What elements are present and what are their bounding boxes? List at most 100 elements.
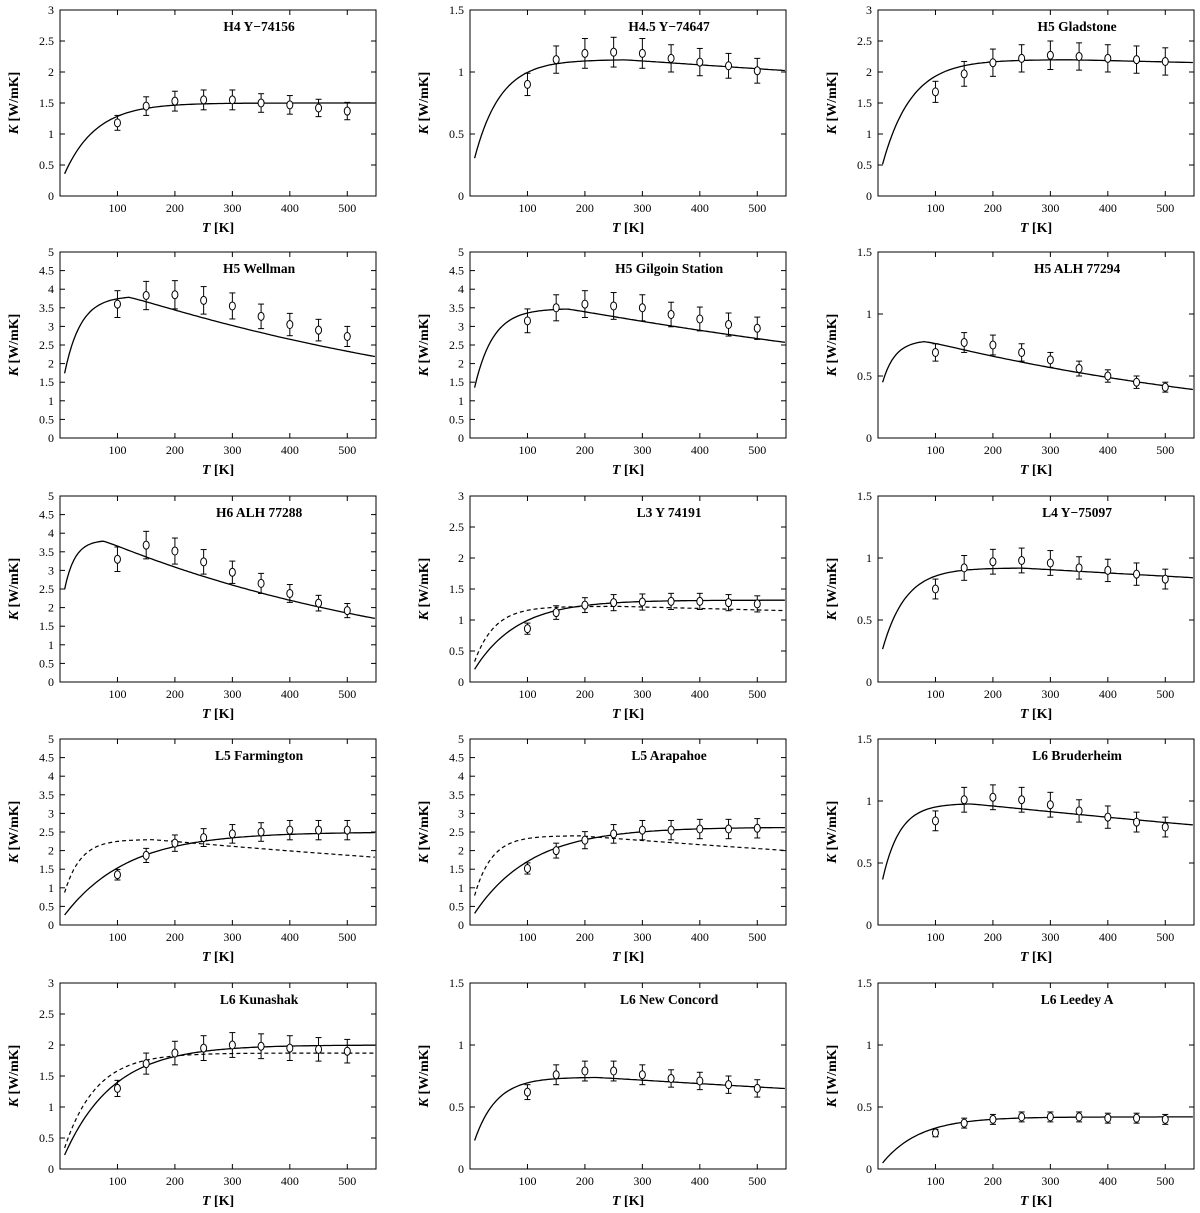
y-tick-label: 3 — [458, 489, 464, 503]
x-tick-label: 300 — [223, 201, 241, 215]
y-tick-label: 0.5 — [857, 856, 872, 870]
y-tick-label: 3.5 — [39, 788, 54, 802]
data-point — [696, 1076, 704, 1086]
x-tick-label: 100 — [518, 930, 536, 944]
model-curve — [63, 540, 376, 620]
y-tick-label: 1.5 — [857, 732, 872, 746]
y-tick-label: 1.5 — [449, 375, 464, 389]
x-tick-label: 200 — [576, 687, 594, 701]
data-point — [200, 557, 208, 567]
x-tick-label: 200 — [166, 201, 184, 215]
data-point — [1161, 382, 1169, 392]
y-tick-label: 0 — [458, 918, 464, 932]
x-axis-label: T [K] — [1020, 463, 1052, 478]
y-tick-label: 1 — [458, 613, 464, 627]
data-point — [753, 66, 761, 76]
y-tick-label: 0 — [48, 431, 54, 445]
model-curve — [63, 296, 376, 374]
y-tick-label: 4.5 — [449, 264, 464, 278]
data-point — [989, 1114, 997, 1124]
panel-title: H6 ALH 77288 — [216, 505, 303, 520]
panel-title: L6 Leedey A — [1041, 992, 1114, 1007]
y-axis-label: K [W/mK] — [825, 314, 840, 378]
x-tick-label: 200 — [984, 1174, 1002, 1188]
y-axis-label: K [W/mK] — [825, 72, 840, 136]
x-tick-label: 200 — [166, 443, 184, 457]
y-tick-label: 0.5 — [449, 1100, 464, 1114]
data-point — [343, 606, 351, 616]
panel-title: L5 Arapahoe — [631, 748, 706, 763]
x-axis-label: T [K] — [612, 950, 644, 965]
y-tick-label: 2.5 — [39, 1007, 54, 1021]
y-axis-label: K [W/mK] — [7, 314, 22, 378]
y-tick-label: 0.5 — [449, 127, 464, 141]
y-tick-label: 0.5 — [857, 1100, 872, 1114]
data-point — [113, 299, 121, 309]
model-curve — [473, 59, 785, 159]
chart-panel-3: 0 0.5 1 1.5 2 2.5 3 100 200 300 400 500 T [K] K [W/mK… — [825, 3, 1195, 236]
model-curve-dashed — [64, 839, 375, 893]
data-point — [1075, 52, 1083, 61]
x-tick-label: 300 — [1041, 443, 1059, 457]
model-curve — [64, 831, 375, 916]
x-axis-label: T [K] — [1020, 221, 1052, 236]
y-tick-label: 3.5 — [449, 301, 464, 315]
x-tick-label: 500 — [338, 687, 356, 701]
data-point — [581, 299, 589, 309]
data-point — [523, 1087, 531, 1097]
y-tick-label: 5 — [48, 732, 54, 746]
y-tick-label: 3.5 — [39, 545, 54, 559]
chart-panel-15: 0 0.5 1 1.5 100 200 300 400 500 T [K] K [W/mK] L6 L… — [825, 976, 1195, 1209]
y-tick-label: 2.5 — [857, 34, 872, 48]
data-point — [1104, 565, 1112, 575]
data-point — [638, 825, 646, 835]
y-tick-label: 2.5 — [449, 520, 464, 534]
x-axis-label: T [K] — [1020, 950, 1052, 965]
data-point — [257, 827, 265, 837]
x-tick-label: 500 — [748, 1174, 766, 1188]
data-point — [315, 325, 323, 335]
y-tick-label: 3 — [866, 3, 872, 17]
data-point — [552, 1070, 560, 1080]
x-tick-label: 100 — [108, 443, 126, 457]
y-tick-label: 0 — [866, 431, 872, 445]
x-tick-label: 300 — [1041, 1174, 1059, 1188]
data-point — [228, 95, 236, 105]
y-tick-label: 1 — [458, 881, 464, 895]
chart-panel-2: 0 0.5 1 1.5 100 200 300 400 500 T [K] K [W/mK] H4.5… — [417, 3, 787, 236]
y-tick-label: 1 — [48, 881, 54, 895]
panel-title: L6 Kunashak — [220, 992, 299, 1007]
x-tick-label: 200 — [984, 687, 1002, 701]
y-tick-label: 5 — [48, 245, 54, 259]
y-tick-label: 3 — [458, 319, 464, 333]
data-point — [1104, 371, 1112, 381]
data-point — [960, 795, 968, 805]
y-tick-label: 1 — [866, 551, 872, 565]
plot-frame — [469, 9, 787, 197]
y-tick-label: 2 — [458, 551, 464, 565]
data-point — [667, 1073, 675, 1083]
model-curve-dashed — [474, 605, 785, 662]
y-tick-label: 2.5 — [39, 582, 54, 596]
x-tick-label: 100 — [926, 687, 944, 701]
x-tick-label: 200 — [984, 443, 1002, 457]
model-curve — [881, 567, 1193, 650]
data-point — [286, 825, 294, 835]
y-tick-label: 3.5 — [39, 301, 54, 315]
x-tick-label: 500 — [748, 930, 766, 944]
data-point — [200, 295, 208, 305]
y-tick-label: 1 — [866, 127, 872, 141]
chart-panel-9: 0 0.5 1 1.5 100 200 300 400 500 T [K] K [W/mK] L4 Y… — [825, 489, 1195, 722]
y-tick-label: 2.5 — [39, 34, 54, 48]
plot-frame — [469, 251, 787, 439]
data-point — [696, 314, 704, 324]
chart-panel-5: 0 0.5 1 1.5 2 2.5 3 3.5 4 4.5 5 100 200 300 400 500 T [K… — [417, 245, 787, 478]
x-tick-label: 100 — [108, 687, 126, 701]
y-tick-label: 1.5 — [857, 489, 872, 503]
data-point — [1075, 806, 1083, 816]
data-point — [315, 598, 323, 608]
y-tick-label: 1.5 — [39, 375, 54, 389]
y-tick-label: 1.5 — [39, 96, 54, 110]
y-axis-label: K [W/mK] — [417, 801, 432, 865]
data-point — [228, 567, 236, 577]
